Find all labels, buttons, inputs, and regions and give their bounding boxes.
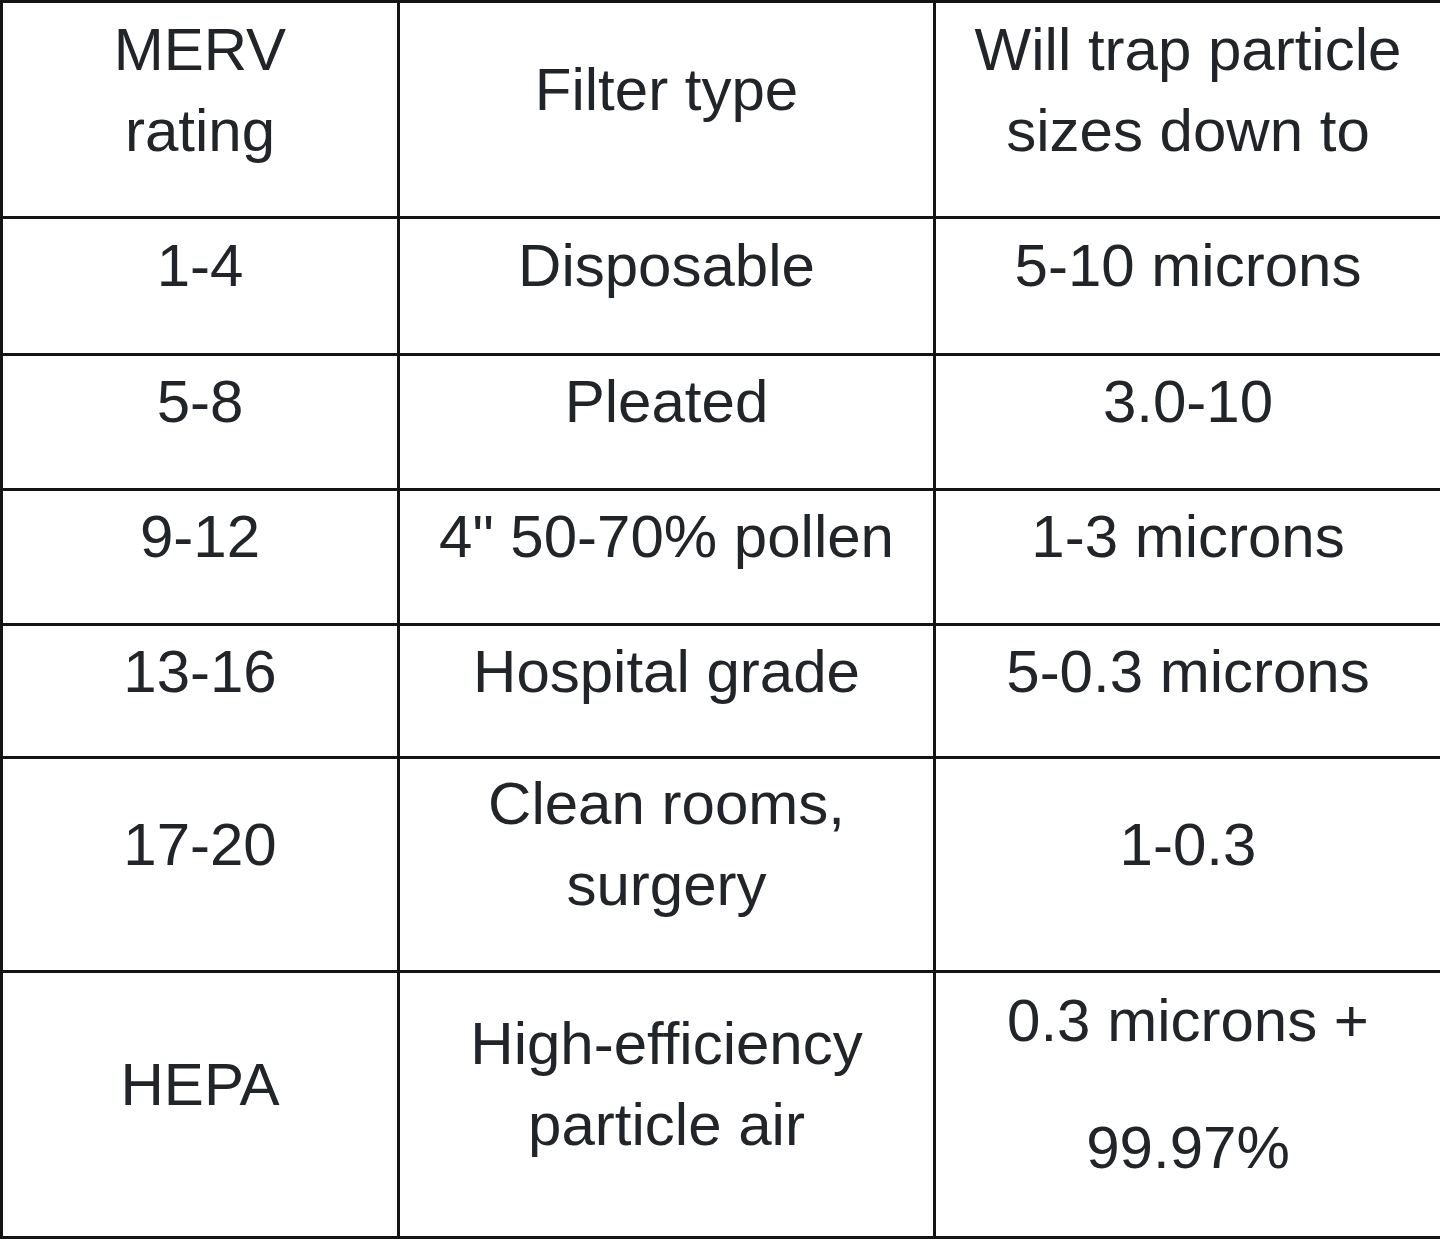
header-merv-rating: MERV rating	[2, 2, 399, 218]
cell-particle-size: 3.0-10	[935, 354, 1440, 489]
table-row: 17-20 Clean rooms, surgery 1-0.3	[2, 758, 1440, 971]
particle-size-value: 1-3 microns	[948, 496, 1428, 577]
merv-rating-table: MERV rating Filter type Will trap partic…	[0, 0, 1440, 1239]
particle-size-value: 5-10 microns	[948, 225, 1428, 306]
cell-particle-size: 5-0.3 microns	[935, 625, 1440, 758]
filter-type-value: Disposable	[412, 225, 921, 306]
rating-value: 1-4	[15, 225, 385, 306]
particle-size-value: 3.0-10	[948, 361, 1428, 442]
table-row: 9-12 4" 50-70% pollen 1-3 microns	[2, 489, 1440, 624]
rating-value: 13-16	[15, 631, 385, 712]
filter-type-value-line: High-efficiency	[412, 1003, 921, 1084]
cell-particle-size: 1-0.3	[935, 758, 1440, 971]
particle-size-value: 5-0.3 microns	[948, 631, 1428, 712]
cell-filter-type: Clean rooms, surgery	[399, 758, 935, 971]
table-row: 1-4 Disposable 5-10 microns	[2, 218, 1440, 354]
header-particle-size-line: sizes down to	[948, 90, 1428, 171]
particle-size-value: 1-0.3	[948, 804, 1428, 885]
table-row: HEPA High-efficiency particle air 0.3 mi…	[2, 971, 1440, 1237]
cell-particle-size: 5-10 microns	[935, 218, 1440, 354]
cell-rating: 5-8	[2, 354, 399, 489]
header-particle-size-line: Will trap particle	[948, 9, 1428, 90]
cell-particle-size: 0.3 microns + 99.97%	[935, 971, 1440, 1237]
header-filter-type-line: Filter type	[412, 49, 921, 130]
rating-value: 9-12	[15, 496, 385, 577]
header-particle-size: Will trap particle sizes down to	[935, 2, 1440, 218]
cell-filter-type: Hospital grade	[399, 625, 935, 758]
cell-filter-type: Pleated	[399, 354, 935, 489]
particle-size-value-line: 0.3 microns +	[948, 980, 1428, 1061]
table-row: 13-16 Hospital grade 5-0.3 microns	[2, 625, 1440, 758]
filter-type-value: Pleated	[412, 361, 921, 442]
cell-rating: 17-20	[2, 758, 399, 971]
cell-rating: HEPA	[2, 971, 399, 1237]
header-merv-rating-line: MERV	[15, 9, 385, 90]
table-row: 5-8 Pleated 3.0-10	[2, 354, 1440, 489]
cell-rating: 1-4	[2, 218, 399, 354]
cell-filter-type: 4" 50-70% pollen	[399, 489, 935, 624]
filter-type-value-line: Clean rooms,	[412, 763, 921, 844]
header-filter-type: Filter type	[399, 2, 935, 218]
filter-type-value-line: surgery	[412, 844, 921, 925]
cell-rating: 13-16	[2, 625, 399, 758]
cell-rating: 9-12	[2, 489, 399, 624]
header-merv-rating-line: rating	[15, 90, 385, 171]
rating-value: 5-8	[15, 361, 385, 442]
cell-particle-size: 1-3 microns	[935, 489, 1440, 624]
cell-filter-type: High-efficiency particle air	[399, 971, 935, 1237]
particle-size-value-line: 99.97%	[948, 1107, 1428, 1188]
header-row: MERV rating Filter type Will trap partic…	[2, 2, 1440, 218]
rating-value: 17-20	[15, 804, 385, 885]
filter-type-value: 4" 50-70% pollen	[412, 496, 921, 577]
filter-type-value: Hospital grade	[412, 631, 921, 712]
cell-filter-type: Disposable	[399, 218, 935, 354]
filter-type-value-line: particle air	[412, 1084, 921, 1165]
rating-value: HEPA	[15, 1044, 385, 1125]
